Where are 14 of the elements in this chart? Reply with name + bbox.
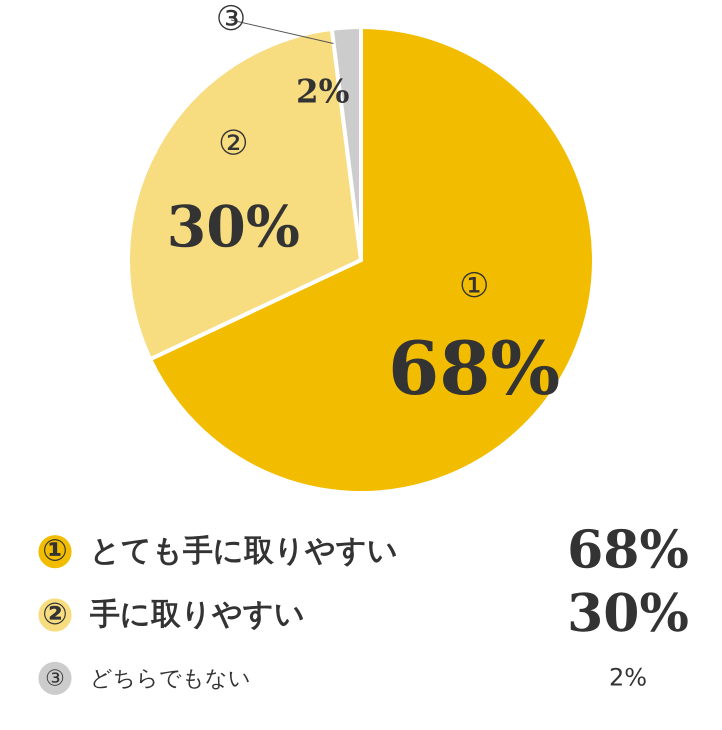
data-label: 68% [388, 326, 560, 412]
legend-label: どちらでもない [90, 666, 251, 692]
text: ① [458, 266, 490, 306]
text: 30% [567, 583, 689, 644]
legend-label: 手に取りやすい [89, 597, 305, 632]
text: ③ [216, 0, 246, 39]
legend-label: とても手に取りやすい [90, 534, 398, 569]
text: ③ [45, 666, 65, 692]
text: ② [218, 124, 249, 164]
data-label: 30% [166, 194, 300, 261]
text: 68% [567, 520, 689, 581]
text: 2% [608, 663, 648, 692]
text: ② [42, 597, 68, 632]
text: ① [42, 534, 68, 569]
